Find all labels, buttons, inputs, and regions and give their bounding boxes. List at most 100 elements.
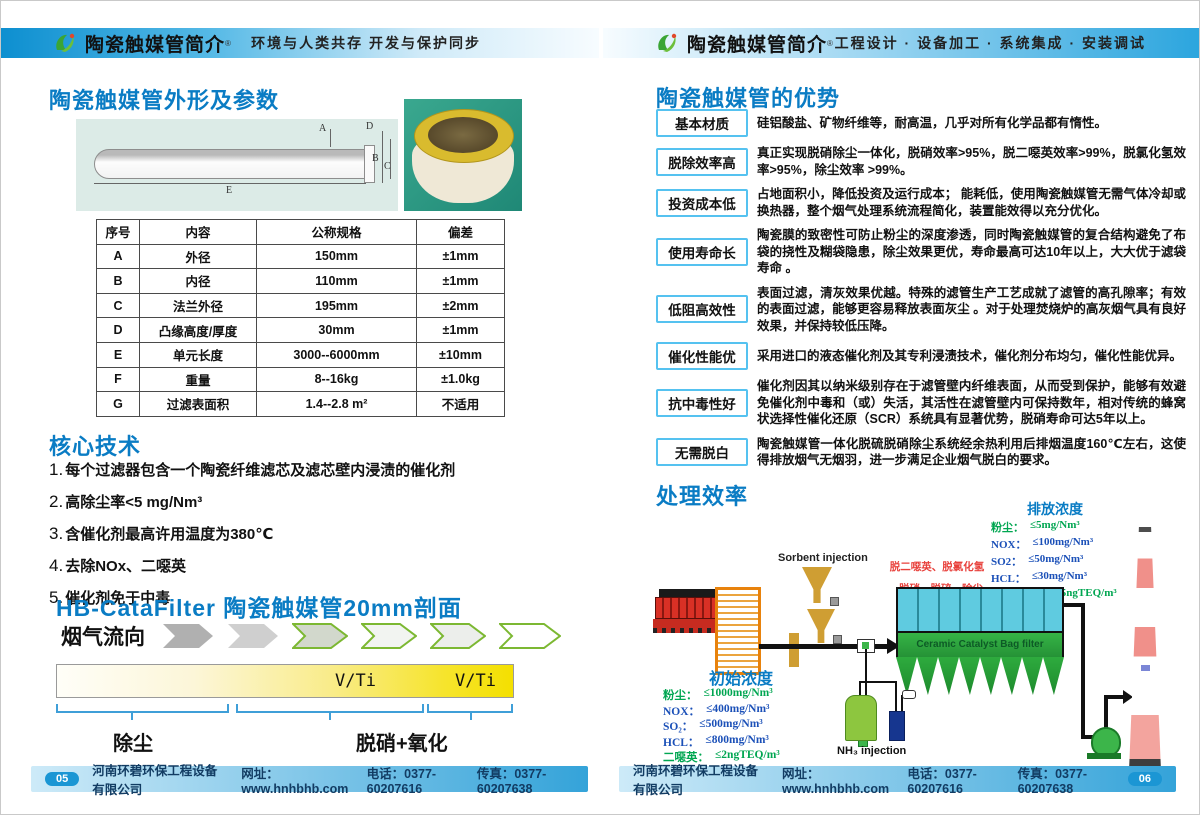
nh3-pipe [859,681,897,683]
dimension-line-E [94,183,366,184]
tube-technical-drawing: A B C D E [76,119,398,211]
list-item: 1. 每个过滤器包含一个陶瓷纤维滤芯及滤芯壁内浸渍的催化剂 [49,460,456,479]
dimension-line-C [382,131,383,183]
advantage-row: 抗中毒性好 催化剂因其以纳米级别存在于滤管壁内纤维表面，从而受到保护，能够有效避免… [656,378,1186,428]
registered-mark: ® [827,38,833,48]
flow-arrow-icon [430,623,486,649]
filter-hoppers [896,657,1064,695]
flue-duct [759,644,889,649]
conc-line: SO2： ≤50mg/Nm³ [991,553,1084,568]
valve-icon [830,597,839,606]
brace-tick [470,712,472,720]
duct-junction [857,639,875,653]
page-number-badge: 05 [45,772,80,786]
footer-site: 网址：www.hnhbhb.com [241,766,349,796]
conc-line: NOX： ≤400mg/Nm³ [663,702,770,718]
chimney-stack [1129,527,1161,771]
boiler-firebox [655,597,721,619]
footer-company: 河南环碧环保工程设备有限公司 [92,764,218,797]
fan-riser-duct [1104,695,1108,731]
advantage-row: 低阻高效性 表面过滤，清灰效果优越。特殊的滤管生产工艺成就了滤管的高孔隙率；有效的… [656,285,1186,335]
advantage-row: 使用寿命长 陶瓷膜的致密性可防止粉尘的深度渗透，同时陶瓷触媒管的复合结构避免了布袋… [656,227,1186,277]
advantage-row: 催化性能优 采用进口的液态催化剂及其专利浸渍技术，催化剂分布均匀，催化性能优异。 [656,342,1186,370]
list-item: 4. 去除NOx、二噁英 [49,556,187,575]
header-right: 陶瓷触媒管简介 ® 工程设计 · 设备加工 · 系统集成 · 安装调试 [603,28,1199,58]
outlet-duct [1064,603,1085,607]
sorbent-column [789,633,799,667]
ceramic-tube-photo [404,99,522,211]
footer-tel: 电话：0377-60207616 [907,766,977,796]
table-row: B 内径 110mm ±1mm [96,268,505,294]
ceramic-ring-hole [428,117,498,153]
header-title: 陶瓷触媒管简介 [85,34,226,56]
spec-table: 序号 内容 公称规格 偏差 A 外径 150mm ±1mm B 内径 110mm ±1mm … [96,219,505,417]
bag-filter-housing [896,587,1064,633]
footer-right: 河南环碧环保工程设备有限公司 网址：www.hnhbhb.com 电话：0377… [619,764,1176,797]
hopper-icon [1001,657,1022,695]
advantage-row: 投资成本低 占地面积小，降低投资及运行成本； 能耗低，使用陶瓷触媒管无需气体冷却或… [656,186,1186,219]
hopper-icon [980,657,1001,695]
zone-label-dedust: 除尘 [113,733,153,755]
nh3-pipe [859,681,861,697]
conc-line: 粉尘： ≤1000mg/Nm³ [663,687,773,702]
hopper-icon [917,657,938,695]
initial-title: 初始浓度 [709,671,774,688]
flow-arrow-icon [292,623,348,649]
header-slogan: 工程设计 · 设备加工 · 系统集成 · 安装调试 [834,35,1146,51]
hopper-icon [1022,657,1043,695]
tube-outline [94,149,366,179]
dim-label-A: A [319,123,327,134]
flue-gas-flow-row: 烟气流向 [61,621,561,651]
list-item: 2. 高除尘率<5 mg/Nm³ [49,492,203,511]
table-row: D 凸缘高度/厚度 30mm ±1mm [96,317,505,343]
section-title-efficiency: 处理效率 [656,484,749,509]
core-tech-list: 1. 每个过滤器包含一个陶瓷纤维滤芯及滤芯壁内浸渍的催化剂 2. 高除尘率<5 mg… [49,459,569,619]
outlet-duct [1081,603,1085,739]
flow-arrow-icon [228,624,278,648]
fan-base [1087,753,1121,759]
dim-label-C: C [384,161,391,172]
section-title-advantages: 陶瓷触媒管的优势 [656,86,841,111]
nh3-tank [845,695,877,741]
catalyst-gradient-bar: V/Ti V/Ti [56,664,514,698]
footer-site: 网址：www.hnhbhb.com [781,766,890,796]
flow-direction-label: 烟气流向 [61,626,145,649]
col-header: 公称规格 [256,219,417,245]
footer-left: 05 河南环碧环保工程设备有限公司 网址：www.hnhbhb.com 电话：0… [31,764,588,797]
flow-arrow-icon [499,623,561,649]
registered-mark: ® [225,38,231,48]
conc-line: SO₂： ≤500mg/Nm³ [663,718,763,733]
chimney-tag [1141,665,1150,671]
nh3-pipe [895,681,897,711]
section-title-core-tech: 核心技术 [49,434,142,459]
boiler-base [653,619,727,628]
flow-arrow-icon [361,623,417,649]
conc-line: HCL： ≤30mg/Nm³ [991,570,1088,585]
ammonia-cylinder [889,711,905,741]
hopper-icon [938,657,959,695]
heat-exchanger-column [715,587,761,675]
removal-note-1: 脱二噁英、脱氯化氢 [889,561,985,573]
table-row: G 过滤表面积 1.4--2.8 m² 不适用 [96,391,505,417]
vent-line [901,695,903,711]
list-item: 5. 催化剂免于中毒 [49,588,171,607]
section-title-cutaway: HB-CataFilter 陶瓷触媒管20mm剖面 [56,595,462,621]
footer-fax: 传真：0377-60207638 [1017,766,1088,796]
header-title: 陶瓷触媒管简介 [687,34,828,56]
hopper-icon [1043,657,1064,695]
conc-line: NOX： ≤100mg/Nm³ [991,536,1094,551]
conc-line: 二噁英： ≤2ngTEQ/m³ [663,749,780,764]
sorbent-hopper [802,567,832,603]
valve-icon [833,635,842,644]
conc-line: HCL： ≤800mg/Nm³ [663,733,769,749]
zone-brace [56,704,229,713]
dim-label-B: B [372,153,379,164]
boiler-base-hatch [653,628,727,633]
dimension-line-A [330,129,331,147]
company-logo-icon [655,32,679,54]
section-title-shape-params: 陶瓷触媒管外形及参数 [49,88,280,113]
footer-fax: 传真：0377-60207638 [476,766,547,796]
col-header: 内容 [139,219,257,245]
page-number-badge: 06 [1127,772,1162,786]
